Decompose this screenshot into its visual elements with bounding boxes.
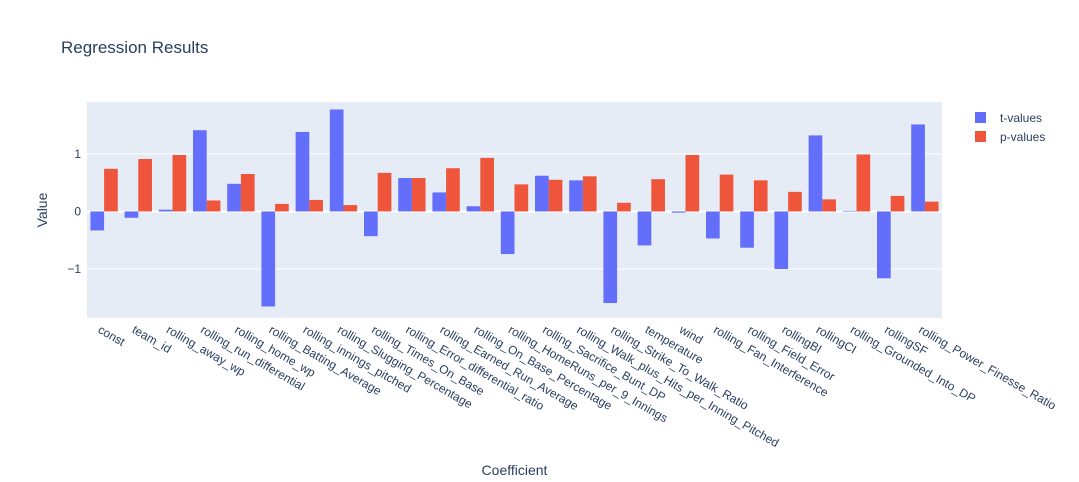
bar-p-values-rolling_HomeRuns_per_9_Innings[interactable] <box>514 184 529 212</box>
x-tick-label: rolling_Power_Finesse_Ratio <box>916 322 1058 412</box>
bar-p-values-rolling_Walk_plus_Hits_per_Inning_Pitched[interactable] <box>582 176 597 212</box>
bar-p-values-rolling_Batting_Average[interactable] <box>275 203 289 212</box>
bars <box>90 109 939 307</box>
bar-t-values-temperature[interactable] <box>637 211 652 246</box>
legend: t-values p-values <box>975 111 1045 144</box>
bar-p-values-rollingSF[interactable] <box>890 195 905 212</box>
x-axis-label: Coefficient <box>482 462 548 478</box>
bar-p-values-rolling_Field_Error[interactable] <box>753 180 768 212</box>
bar-t-values-rolling_On_Base_Percentage[interactable] <box>466 206 481 212</box>
bar-p-values-rolling_Fan_Interference[interactable] <box>719 174 734 212</box>
bar-t-values-rolling_Grounded_Into_DP[interactable] <box>842 210 857 212</box>
bar-t-values-rolling_Strike_To_Walk_Ratio[interactable] <box>603 211 618 304</box>
bar-t-values-rolling_Earned_Run_Average[interactable] <box>432 192 447 212</box>
bar-p-values-rollingCI[interactable] <box>822 199 836 212</box>
y-axis-label: Value <box>34 192 50 227</box>
bar-t-values-rolling_away_wp[interactable] <box>158 209 173 212</box>
x-tick-label: const <box>96 322 128 349</box>
bar-p-values-rolling_innings_pitched[interactable] <box>309 199 323 212</box>
legend-swatch-p-values[interactable] <box>975 131 986 142</box>
bar-t-values-rolling_Times_On_Base[interactable] <box>364 211 378 237</box>
bar-t-values-rolling_Field_Error[interactable] <box>740 211 754 248</box>
y-tick-label: −1 <box>67 262 81 276</box>
bar-t-values-rolling_Error_differential_ratio[interactable] <box>398 178 412 212</box>
bar-t-values-rolling_Batting_Average[interactable] <box>261 211 276 307</box>
bar-t-values-rolling_run_differential[interactable] <box>193 130 207 212</box>
x-tick-label: rolling_Grounded_Into_DP <box>848 322 978 405</box>
bar-t-values-rolling_home_wp[interactable] <box>227 183 241 212</box>
bar-p-values-wind[interactable] <box>685 154 700 212</box>
bar-p-values-rolling_run_differential[interactable] <box>206 200 221 212</box>
legend-label-p-values[interactable]: p-values <box>1000 130 1045 144</box>
bar-p-values-rolling_Strike_To_Walk_Ratio[interactable] <box>617 202 631 212</box>
legend-swatch-t-values[interactable] <box>975 112 986 123</box>
bar-t-values-rolling_Fan_Interference[interactable] <box>706 211 720 239</box>
bar-p-values-rolling_home_wp[interactable] <box>240 174 255 212</box>
bar-t-values-rollingSF[interactable] <box>877 211 891 279</box>
bar-p-values-const[interactable] <box>104 168 118 212</box>
bar-t-values-rolling_Walk_plus_Hits_per_Inning_Pitched[interactable] <box>569 180 583 212</box>
bar-p-values-temperature[interactable] <box>651 179 665 212</box>
chart-title: Regression Results <box>61 38 208 57</box>
bar-p-values-rolling_Times_On_Base[interactable] <box>377 172 392 212</box>
bar-p-values-rolling_Earned_Run_Average[interactable] <box>446 168 460 212</box>
y-tick-label: 1 <box>74 147 81 161</box>
bar-t-values-rolling_Sacrifice_Bunt_DP[interactable] <box>535 175 549 212</box>
bar-t-values-rolling_Power_Finesse_Ratio[interactable] <box>911 124 925 212</box>
bar-t-values-team_id[interactable] <box>124 211 139 218</box>
bar-p-values-rolling_Grounded_Into_DP[interactable] <box>856 154 871 212</box>
bar-p-values-rolling_Error_differential_ratio[interactable] <box>411 178 426 212</box>
y-tick-labels: −1 0 1 <box>67 147 81 276</box>
bar-t-values-rolling_innings_pitched[interactable] <box>295 131 310 212</box>
bar-t-values-rollingBI[interactable] <box>774 211 789 270</box>
bar-p-values-rolling_Power_Finesse_Ratio[interactable] <box>924 201 939 212</box>
bar-p-values-rollingBI[interactable] <box>788 191 802 212</box>
x-tick-labels: const team_idrolling_away_wprolling_run_d… <box>96 322 1059 450</box>
y-tick-label: 0 <box>74 204 81 218</box>
bar-p-values-rolling_Slugging_Percentage[interactable] <box>343 205 358 212</box>
bar-t-values-wind[interactable] <box>671 211 686 213</box>
bar-p-values-rolling_away_wp[interactable] <box>172 154 187 212</box>
bar-t-values-rolling_Slugging_Percentage[interactable] <box>329 109 344 212</box>
legend-label-t-values[interactable]: t-values <box>1000 111 1042 125</box>
bar-t-values-rolling_HomeRuns_per_9_Innings[interactable] <box>500 211 515 255</box>
bar-p-values-team_id[interactable] <box>138 159 152 212</box>
bar-p-values-rolling_On_Base_Percentage[interactable] <box>480 157 494 212</box>
bar-t-values-const[interactable] <box>90 211 105 231</box>
bar-t-values-rollingCI[interactable] <box>808 135 823 212</box>
bar-p-values-rolling_Sacrifice_Bunt_DP[interactable] <box>548 179 563 212</box>
